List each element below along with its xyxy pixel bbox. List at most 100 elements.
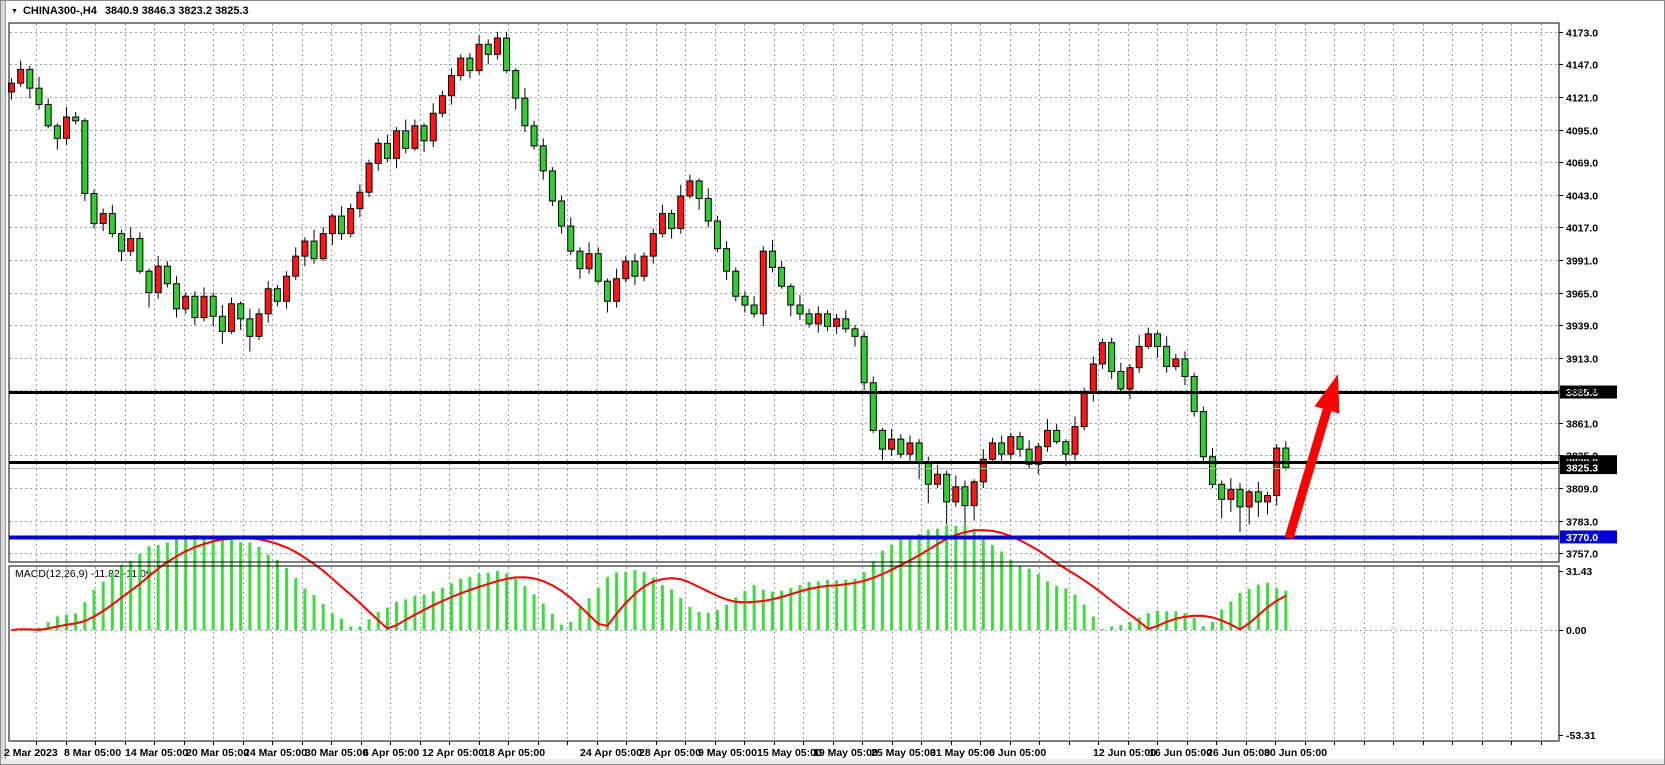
bear-candle <box>1163 345 1171 367</box>
bear-candle <box>915 442 923 463</box>
bear-candle <box>383 142 391 159</box>
ohlc-values: 3840.9 3846.3 3823.2 3825.3 <box>104 5 249 17</box>
time-axis-label: 31 May 05:00 <box>930 747 995 759</box>
bull-candle <box>833 318 841 327</box>
time-axis-label: 15 May 05:00 <box>757 747 822 759</box>
window-bottom-edge <box>1 759 1664 764</box>
bear-candle <box>558 200 566 227</box>
bull-candle <box>1126 367 1134 390</box>
bull-candle <box>319 233 327 260</box>
time-axis-label: 14 Mar 05:00 <box>125 747 188 759</box>
price-chip-label: 3885.6 <box>1566 387 1598 399</box>
bull-candle <box>356 191 364 210</box>
bear-candle <box>695 180 703 199</box>
bear-candle <box>878 429 886 450</box>
time-axis-label: 26 Jun 05:00 <box>1207 747 1270 759</box>
bear-candle <box>310 240 318 260</box>
macd-indicator-label: MACD(12,26,9) -11.82 -11.09 <box>15 568 152 580</box>
time-axis-label: 30 Mar 05:00 <box>305 747 368 759</box>
time-axis-label: 12 Apr 05:00 <box>422 747 484 759</box>
time-axis-label: 9 May 05:00 <box>698 747 757 759</box>
bull-candle <box>686 180 694 197</box>
price-tick-label: 4121.0 <box>1566 93 1598 105</box>
bear-candle <box>218 315 226 332</box>
macd-tick-label: 31.43 <box>1566 566 1592 578</box>
bull-candle <box>1007 436 1015 455</box>
bull-candle <box>292 255 300 277</box>
bull-candle <box>411 125 419 149</box>
bull-candle <box>933 473 941 485</box>
bear-candle <box>26 68 34 89</box>
bull-candle <box>1245 491 1253 508</box>
bull-candle <box>888 438 896 450</box>
bull-candle <box>906 442 914 455</box>
bull-candle <box>475 43 483 72</box>
price-tick-label: 3783.0 <box>1566 517 1598 529</box>
price-chip <box>1560 385 1617 399</box>
bear-candle <box>1236 488 1244 508</box>
price-tick-label: 3757.0 <box>1566 549 1598 561</box>
bear-candle <box>209 295 217 317</box>
trend-arrow[interactable] <box>1284 374 1340 540</box>
bull-candle <box>988 442 996 460</box>
price-tick-label: 3835.0 <box>1566 451 1598 463</box>
bear-candle <box>273 288 281 302</box>
bull-candle <box>99 213 107 225</box>
time-axis-label: 12 Jun 05:00 <box>1093 747 1156 759</box>
bear-candle <box>842 318 850 330</box>
time-axis-label: 24 Apr 05:00 <box>580 747 642 759</box>
bear-candle <box>44 103 52 127</box>
bull-candle <box>1273 447 1281 497</box>
bear-candle <box>466 57 474 72</box>
bear-candle <box>823 313 831 327</box>
bear-candle <box>530 125 538 147</box>
bear-candle <box>631 260 639 277</box>
window-left-edge <box>1 1 6 764</box>
bull-candle <box>1043 429 1051 448</box>
bull-candle <box>301 240 309 257</box>
bear-candle <box>173 283 181 310</box>
time-axis-label: 19 May 05:00 <box>813 747 878 759</box>
bear-candle <box>420 125 428 142</box>
bear-candle <box>713 220 721 250</box>
price-chip <box>1560 461 1617 475</box>
bear-candle <box>768 250 776 268</box>
bull-candle <box>1172 358 1180 367</box>
bear-candle <box>521 97 529 127</box>
bull-candle <box>328 215 336 235</box>
bull-candle <box>393 130 401 159</box>
bear-candle <box>118 233 126 252</box>
price-tick-label: 3809.0 <box>1566 484 1598 496</box>
bull-candle <box>438 95 446 114</box>
bear-candle <box>897 438 905 455</box>
bear-candle <box>1062 441 1070 455</box>
bear-candle <box>869 382 877 431</box>
time-axis-label: 2 Mar 2023 <box>4 747 58 759</box>
bull-candle <box>622 260 630 280</box>
bear-candle <box>1199 411 1207 458</box>
bear-candle <box>851 328 859 337</box>
bear-candle <box>539 145 547 172</box>
bear-candle <box>805 313 813 325</box>
macd-tick-label: 0.00 <box>1566 625 1587 637</box>
bear-candle <box>741 295 749 306</box>
bear-candle <box>924 461 932 485</box>
bear-candle <box>484 43 492 55</box>
bull-candle <box>585 253 593 270</box>
candles-group <box>8 31 1290 537</box>
bear-candle <box>72 116 80 122</box>
bear-candle <box>1209 456 1217 485</box>
bull-candle <box>374 142 382 164</box>
triangle-down-icon[interactable]: ▼ <box>11 7 18 15</box>
bear-candle <box>246 318 254 337</box>
time-axis-label: 20 Mar 05:00 <box>186 747 249 759</box>
bull-candle <box>613 278 621 302</box>
price-tick-label: 4095.0 <box>1566 126 1598 138</box>
bull-candle <box>1034 446 1042 465</box>
bear-candle <box>576 250 584 270</box>
bull-candle <box>1071 426 1079 455</box>
bull-candle <box>952 486 960 503</box>
bull-candle <box>677 195 685 230</box>
